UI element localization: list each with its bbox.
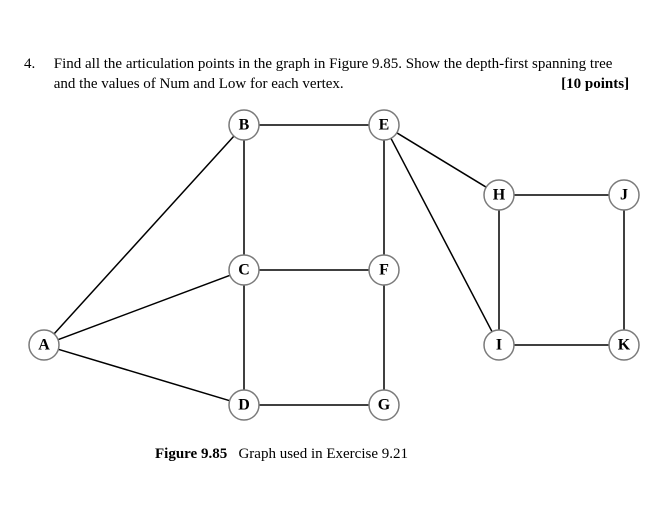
node-F: F	[369, 255, 399, 285]
question-number: 4.	[24, 54, 50, 74]
node-label-F: F	[379, 262, 389, 279]
question-points: [10 points]	[561, 76, 629, 92]
page: 4. Find all the articulation points in t…	[0, 0, 654, 507]
node-label-G: G	[378, 397, 391, 414]
node-I: I	[484, 330, 514, 360]
node-label-J: J	[620, 187, 628, 204]
question-block: 4. Find all the articulation points in t…	[24, 54, 634, 95]
edge-E-H	[397, 133, 486, 187]
edge-A-D	[58, 349, 229, 400]
question-line1: Find all the articulation points in the …	[54, 56, 613, 72]
edge-A-B	[54, 136, 234, 334]
node-label-D: D	[238, 397, 250, 414]
node-G: G	[369, 390, 399, 420]
question-line2: and the values of Num and Low for each v…	[54, 76, 344, 92]
node-J: J	[609, 180, 639, 210]
node-D: D	[229, 390, 259, 420]
node-K: K	[609, 330, 639, 360]
edge-A-C	[58, 275, 230, 339]
node-label-K: K	[618, 337, 631, 354]
node-C: C	[229, 255, 259, 285]
graph-svg: A B C D E F G H I J K	[24, 100, 644, 440]
node-E: E	[369, 110, 399, 140]
question-body: Find all the articulation points in the …	[54, 54, 632, 95]
node-label-I: I	[496, 337, 502, 354]
node-label-A: A	[38, 337, 50, 354]
node-label-B: B	[239, 117, 250, 134]
node-label-H: H	[493, 187, 506, 204]
node-label-C: C	[238, 262, 250, 279]
node-A: A	[29, 330, 59, 360]
node-label-E: E	[379, 117, 390, 134]
node-B: B	[229, 110, 259, 140]
node-H: H	[484, 180, 514, 210]
figure-number: Figure 9.85	[155, 446, 227, 462]
graph: A B C D E F G H I J K	[24, 100, 644, 440]
figure-text: Graph used in Exercise 9.21	[238, 446, 408, 462]
edge-E-I	[391, 138, 492, 331]
figure-caption: Figure 9.85 Graph used in Exercise 9.21	[155, 446, 408, 463]
